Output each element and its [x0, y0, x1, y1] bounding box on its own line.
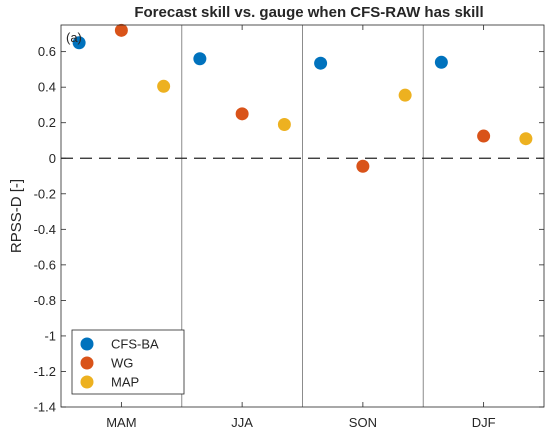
x-tick-label: MAM [106, 415, 136, 430]
x-tick-label: JJA [231, 415, 253, 430]
y-tick-label: -0.2 [34, 186, 56, 201]
data-point-map [157, 79, 171, 93]
data-point-wg [356, 159, 370, 173]
data-point-wg [114, 23, 128, 37]
legend: CFS-BA WG MAP [71, 329, 185, 395]
legend-label: MAP [111, 375, 139, 390]
data-point-cfs-ba [314, 56, 328, 70]
data-point-map [277, 117, 291, 131]
legend-marker [80, 337, 94, 351]
y-axis-label: RPSS-D [-] [8, 179, 25, 253]
y-tick-label: -1 [44, 328, 56, 343]
data-point-wg [235, 107, 249, 121]
y-tick-label: -1.4 [34, 400, 56, 415]
y-tick-label: 0.4 [38, 80, 56, 95]
data-points [72, 23, 533, 173]
legend-marker [80, 356, 94, 370]
y-tick-label: -0.6 [34, 257, 56, 272]
chart-title: Forecast skill vs. gauge when CFS-RAW ha… [134, 4, 483, 21]
x-axis-ticks: MAM JJA SON DJF [106, 25, 496, 430]
y-tick-label: -1.2 [34, 364, 56, 379]
panel-label: (a) [66, 30, 82, 45]
y-tick-label: -0.4 [34, 222, 56, 237]
legend-marker [80, 375, 94, 389]
y-tick-label: 0 [49, 151, 56, 166]
data-point-cfs-ba [72, 36, 86, 50]
legend-label: WG [111, 356, 133, 371]
x-tick-label: DJF [472, 415, 496, 430]
plot-frame [60, 24, 545, 408]
data-point-cfs-ba [434, 55, 448, 69]
data-point-map [519, 132, 533, 146]
data-point-cfs-ba [193, 52, 207, 66]
y-tick-label: -0.8 [34, 293, 56, 308]
legend-label: CFS-BA [111, 337, 159, 352]
x-tick-label: SON [349, 415, 377, 430]
y-axis-ticks: 0.6 0.4 0.2 0 -0.2 -0.4 -0.6 -0.8 -1 -1.2 -1.4 [34, 44, 544, 415]
data-point-map [398, 88, 412, 102]
y-tick-label: 0.6 [38, 44, 56, 59]
data-point-wg [477, 129, 491, 143]
y-tick-label: 0.2 [38, 115, 56, 130]
